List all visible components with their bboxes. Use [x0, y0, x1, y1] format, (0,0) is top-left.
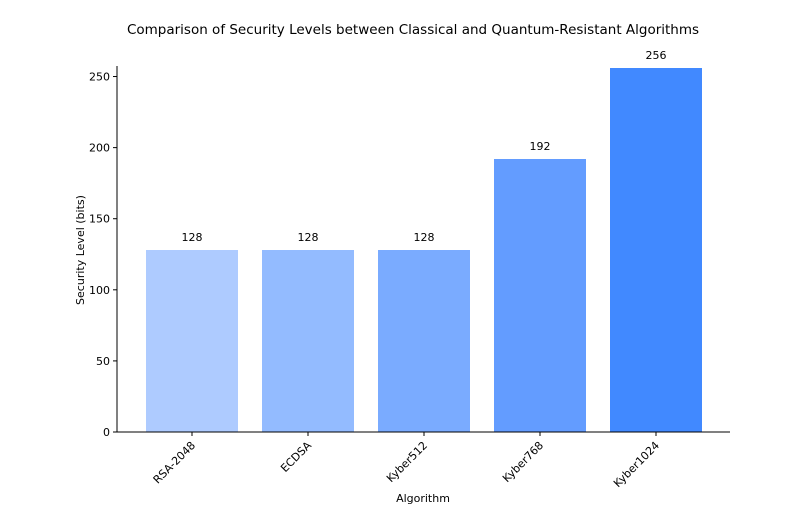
bar-ecdsa	[262, 250, 354, 432]
y-axis-label: Security Level (bits)	[74, 195, 87, 305]
x-axis: RSA-2048 ECDSA Kyber512 Kyber768 Kyber1024	[117, 431, 730, 490]
data-label: 128	[414, 231, 435, 244]
y-tick-label: 150	[89, 213, 110, 226]
bar-kyber768	[494, 159, 586, 432]
data-label: 256	[646, 49, 667, 62]
y-tick-label: 200	[89, 142, 110, 155]
x-axis-label: Algorithm	[396, 492, 450, 505]
y-tick-label: 50	[96, 355, 110, 368]
chart-title: Comparison of Security Levels between Cl…	[127, 22, 699, 38]
x-tick-label: Kyber512	[384, 439, 430, 485]
data-label: 192	[530, 140, 551, 153]
x-tick-label: ECDSA	[278, 439, 314, 475]
x-tick-label: Kyber768	[500, 439, 546, 485]
bar-rsa-2048	[146, 250, 238, 432]
y-axis: 0 50 100 150 200 250	[89, 66, 118, 439]
bars-group	[146, 68, 702, 432]
x-tick-label: Kyber1024	[611, 439, 662, 490]
bar-kyber512	[378, 250, 470, 432]
bar-kyber1024	[610, 68, 702, 432]
data-labels-group: 128 128 128 192 256	[182, 49, 667, 244]
x-tick-label: RSA-2048	[151, 439, 198, 486]
data-label: 128	[182, 231, 203, 244]
y-tick-label: 100	[89, 284, 110, 297]
data-label: 128	[298, 231, 319, 244]
y-tick-label: 250	[89, 71, 110, 84]
y-tick-label: 0	[103, 426, 110, 439]
